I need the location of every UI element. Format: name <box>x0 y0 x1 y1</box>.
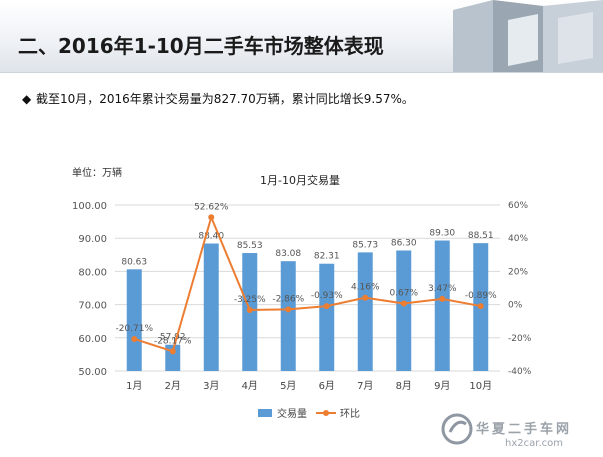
x-tick-label: 3月 <box>203 380 219 392</box>
bar-data-label: 83.08 <box>275 249 301 259</box>
bar <box>126 269 142 371</box>
left-tick-label: 60.00 <box>78 334 107 345</box>
decorative-cubes-image <box>453 0 603 72</box>
line-point <box>362 294 369 301</box>
x-tick-label: 2月 <box>165 380 181 392</box>
slide-header: 二、2016年1-10月二手车市场整体表现 <box>0 0 603 73</box>
line-point <box>131 335 138 342</box>
line-point <box>285 306 292 313</box>
x-tick-label: 8月 <box>396 380 412 392</box>
bar <box>357 252 373 371</box>
x-tick-label: 5月 <box>280 380 296 392</box>
line-data-label: -0.89% <box>465 291 497 301</box>
legend-bar-label: 交易量 <box>277 407 307 420</box>
watermark-url: hx2car.com <box>505 438 563 449</box>
line-series <box>131 214 484 355</box>
summary-text: 截至10月，2016年累计交易量为827.70万辆，累计同比增长9.57%。 <box>36 92 414 106</box>
legend-line-marker <box>323 410 329 416</box>
left-tick-label: 50.00 <box>78 367 107 378</box>
bar-data-label: 88.51 <box>468 231 494 241</box>
line-data-label: -28.17% <box>154 336 192 346</box>
line-data-label: 52.62% <box>194 202 229 212</box>
bar <box>434 240 450 371</box>
legend-bar-swatch <box>258 409 272 417</box>
line-point <box>246 306 253 313</box>
line-path <box>133 214 481 353</box>
bar-data-label: 82.31 <box>314 252 340 262</box>
x-tick-label: 9月 <box>434 380 450 392</box>
line-data-label: -2.86% <box>272 294 304 304</box>
left-axis: 50.00 60.00 70.00 80.00 90.00 100.00 <box>72 201 107 378</box>
line-point <box>439 295 446 302</box>
left-tick-label: 70.00 <box>78 301 107 312</box>
line-data-label: 0.67% <box>389 288 418 298</box>
bar-data-label: 86.30 <box>391 238 417 248</box>
cada-logo-image <box>441 413 473 445</box>
bar <box>319 263 335 371</box>
x-tick-label: 1月 <box>126 380 142 392</box>
line-point <box>208 214 215 221</box>
x-tick-label: 10月 <box>469 380 492 392</box>
right-tick-label: -40% <box>508 367 532 377</box>
line-data-label: 3.47% <box>428 284 457 294</box>
bar-data-label: 57.92 <box>160 333 186 343</box>
left-tick-label: 100.00 <box>72 201 107 212</box>
bar <box>203 243 219 371</box>
line-data-label: -3.25% <box>234 295 266 305</box>
x-tick-label: 6月 <box>319 380 335 392</box>
watermark-site-name: 华夏二手车网 <box>476 422 573 437</box>
right-tick-label: 20% <box>508 267 528 277</box>
right-tick-label: 0% <box>508 301 523 311</box>
legend-line-label: 环比 <box>340 408 360 420</box>
bar-data-label: 85.73 <box>352 240 378 250</box>
x-tick-label: 7月 <box>357 380 373 392</box>
bar-data-label: 88.40 <box>198 232 224 242</box>
chart-legend: 交易量 环比 <box>258 407 360 420</box>
bar-data-label: 80.63 <box>121 257 147 267</box>
chart-unit-label: 单位：万辆 <box>72 166 122 179</box>
bar-series <box>126 240 489 371</box>
left-tick-label: 90.00 <box>78 234 107 245</box>
bar <box>396 250 412 371</box>
chart-title: 1月-10月交易量 <box>260 173 340 187</box>
bar <box>280 261 296 371</box>
line-labels: -20.71%-28.17% 52.62% -3.25% -2.86% -0.93% 4.… <box>115 202 497 346</box>
right-tick-label: 40% <box>508 234 528 244</box>
line-point <box>169 348 176 355</box>
bar-labels: 80.63 57.92 88.40 85.53 83.08 82.31 85.73 86.30… <box>121 229 493 343</box>
x-axis: 1月 2月 3月 4月 5月 6月 7月 8月 9月 10月 <box>126 380 492 392</box>
right-axis: -40% -20% 0% 20% 40% 60% <box>508 201 532 377</box>
line-point <box>400 300 407 307</box>
summary-line: ◆ 截至10月，2016年累计交易量为827.70万辆，累计同比增长9.57%。 <box>22 90 414 107</box>
bar <box>165 344 181 371</box>
bullet-diamond-icon: ◆ <box>22 92 32 106</box>
right-tick-label: -20% <box>508 334 532 344</box>
line-point <box>477 303 484 310</box>
slide-title: 二、2016年1-10月二手车市场整体表现 <box>18 34 384 58</box>
line-data-label: -20.71% <box>115 324 153 334</box>
right-tick-label: 60% <box>508 201 528 211</box>
x-tick-label: 4月 <box>242 380 258 392</box>
line-data-label: -0.93% <box>311 291 343 301</box>
volume-chart: 单位：万辆 1月-10月交易量 50.00 60.00 70.00 80.00 90.0… <box>72 166 532 420</box>
left-tick-label: 80.00 <box>78 267 107 278</box>
bar-data-label: 85.53 <box>237 241 263 251</box>
bar-data-label: 89.30 <box>429 229 455 239</box>
line-data-label: 4.16% <box>351 283 380 293</box>
line-point <box>323 303 330 310</box>
